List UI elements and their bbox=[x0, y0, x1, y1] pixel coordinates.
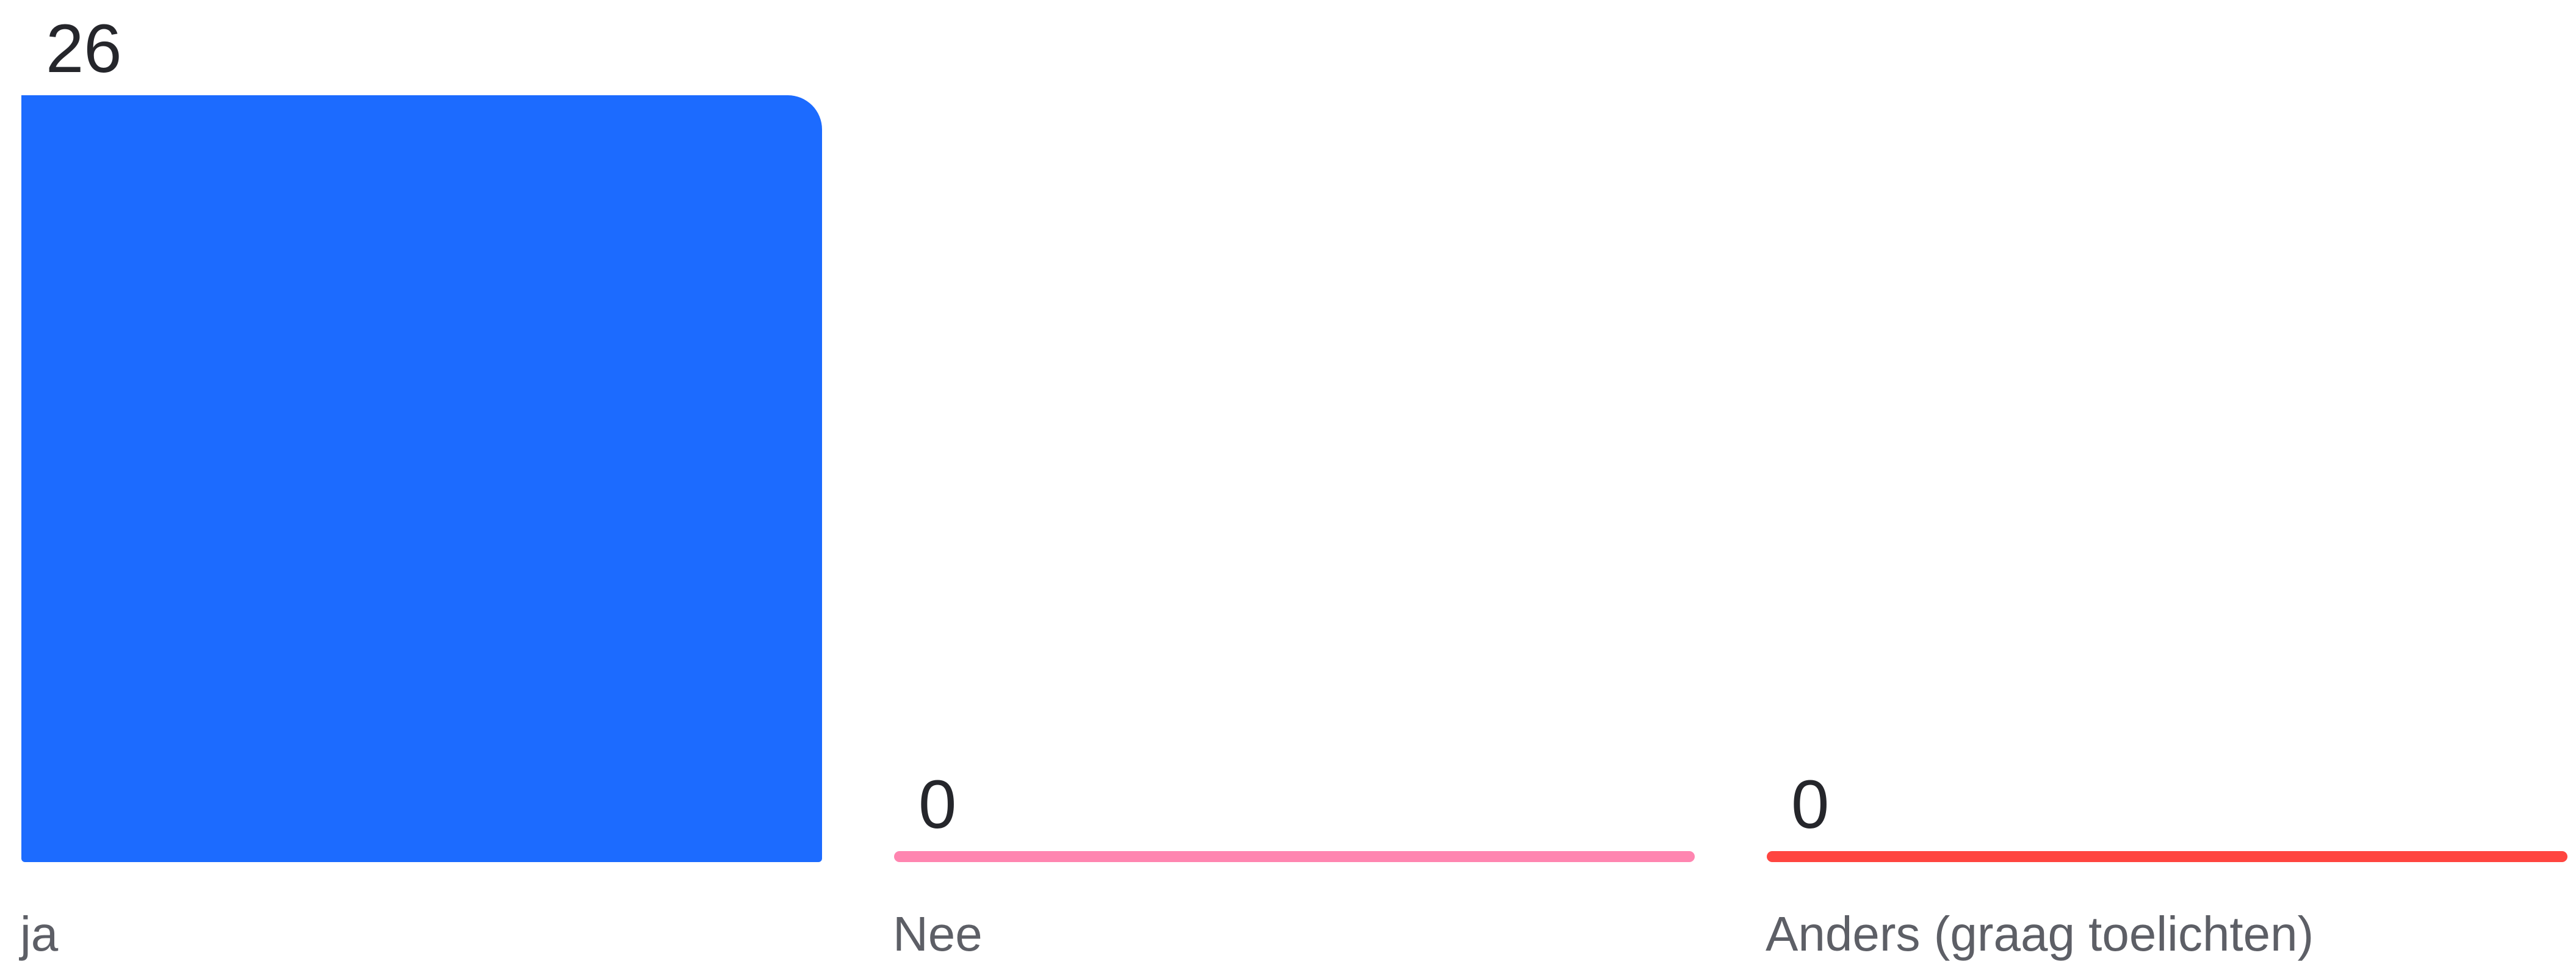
bar-1 bbox=[894, 851, 1695, 862]
value-label-2: 0 bbox=[1791, 766, 1830, 843]
bar-2 bbox=[1767, 851, 2567, 862]
category-label-0: ja bbox=[20, 907, 59, 961]
category-label-1: Nee bbox=[893, 907, 983, 961]
bar-0 bbox=[21, 95, 822, 862]
value-label-1: 0 bbox=[918, 766, 957, 843]
value-label-0: 26 bbox=[46, 10, 122, 87]
category-label-2: Anders (graag toelichten) bbox=[1766, 907, 2314, 961]
